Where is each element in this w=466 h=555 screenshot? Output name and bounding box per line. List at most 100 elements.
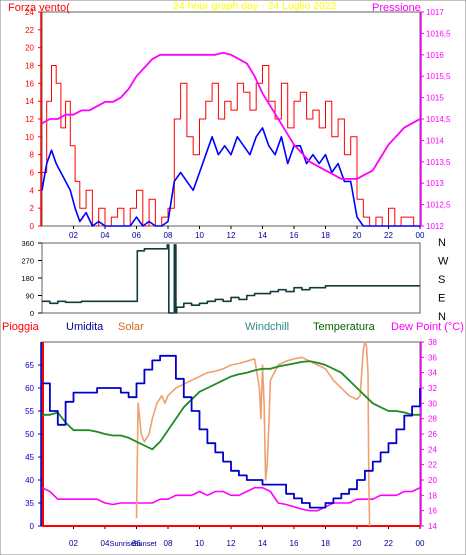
pressure-axis-tick-label: 1016,5 [426,29,451,38]
legend-dew-point: Dew Point (°C) [391,321,464,333]
temp-axis-tick-label: 20 [428,476,437,485]
wind-direction-line [42,244,420,314]
legend-rain: Pioggia [2,321,40,333]
pressure-axis-tick-label: 1014,5 [426,115,451,124]
direction-axis-tick-label: 0 [30,309,34,318]
legend: Pioggia Umidita Solar Windchill Temperat… [2,321,464,333]
time-axis-tick-label: 12 [227,539,236,548]
temp-axis-tick-label: 28 [428,415,437,424]
wind-axis-tick-label: 8 [30,151,35,160]
sunrise-label: Sunrise [109,539,134,548]
temp-humidity-plot-frame [41,341,421,527]
wind-pressure-plot-frame [41,11,421,227]
legend-temperature: Temperatura [313,321,376,333]
pressure-axis-title: Pressione [372,2,421,14]
wind-axis-tick-label: 2 [30,204,35,213]
pressure-axis-tick-label: 1015,5 [426,72,451,81]
temp-axis-tick-label: 36 [428,353,437,362]
wind-pressure-plot: 02468101214161820222410121012,510131013,… [25,8,451,240]
time-axis-tick-label: 00 [416,539,425,548]
pressure-axis-tick-label: 1013,5 [426,158,451,167]
time-axis-tick-label: 08 [164,539,173,548]
humidity-axis-tick-label: 35 [25,499,34,508]
temp-humidity-plot: 0 35 40 45 50 55 60 65 14 16 18 20 22 24 26 28 30 32 34 36 3… [25,338,437,548]
direction-axis-tick-label: 90 [26,292,34,301]
pressure-axis-tick-label: 1012 [426,222,444,231]
compass-label: S [438,274,445,286]
time-axis-tick-label: 02 [69,539,78,548]
time-axis-tick-label: 22 [384,539,393,548]
humidity-axis-tick-label: 0 [30,522,35,531]
humidity-axis-tick-label: 60 [25,384,34,393]
wind-axis-tick-label: 22 [25,26,34,35]
time-axis-tick-label: 02 [69,231,78,240]
wind-axis-tick-label: 6 [30,169,35,178]
wind-axis-tick-label: 24 [25,8,34,17]
temp-axis-tick-label: 30 [428,399,437,408]
time-axis-tick-label: 14 [258,231,267,240]
chart-title: 24 hour graph day - 24 Luglio 2022 [173,0,337,12]
time-axis-tick-label: 14 [258,539,267,548]
humidity-axis-tick-label: 50 [25,430,34,439]
wind-axis-tick-label: 14 [25,97,34,106]
legend-solar: Solar [118,321,144,333]
temp-axis-tick-label: 16 [428,507,437,516]
wind-axis-tick-label: 12 [25,115,34,124]
wind-axis-tick-label: 20 [25,44,34,53]
time-axis-tick-label: 06 [132,539,141,548]
time-axis-tick-label: 06 [132,231,141,240]
temp-axis-tick-label: 22 [428,461,437,470]
humidity-axis-tick-label: 65 [25,361,34,370]
humidity-axis-tick-label: 40 [25,476,34,485]
compass-label: W [438,256,449,268]
pressure-line [41,51,421,180]
wind-gust-line [42,65,420,227]
temp-axis-tick-label: 14 [428,522,437,531]
humidity-axis-tick-label: 55 [25,407,34,416]
wind-axis-tick-label: 18 [25,62,34,71]
pressure-axis-tick-label: 1013 [426,179,444,188]
wind-axis-tick-label: 10 [25,133,34,142]
time-axis-tick-label: 10 [195,231,204,240]
time-axis-tick-label: 08 [164,231,173,240]
pressure-axis-tick-label: 1016 [426,51,444,60]
wind-axis-title: Forza vento( [8,2,70,14]
dew-point-line [41,486,421,512]
humidity-line [42,354,421,509]
time-axis-tick-label: 04 [101,231,110,240]
time-axis-tick-label: 16 [290,539,299,548]
pressure-axis-tick-label: 1012,5 [426,201,451,210]
legend-windchill: Windchill [245,321,289,333]
legend-humidity: Umidita [66,321,104,333]
direction-axis-tick-label: 360 [21,239,34,248]
humidity-axis-tick-label: 45 [25,453,34,462]
temp-axis-tick-label: 24 [428,445,437,454]
time-axis-tick-label: 16 [290,231,299,240]
pressure-axis-tick-label: 1014 [426,136,444,145]
direction-axis-tick-label: 180 [21,274,34,283]
time-axis-tick-label: 20 [353,539,362,548]
direction-axis-tick-label: 270 [21,257,34,266]
temp-axis-tick-label: 38 [428,338,437,347]
time-axis-tick-label: 18 [321,539,330,548]
temp-axis-tick-label: 18 [428,491,437,500]
compass-label: E [438,293,445,305]
pressure-axis-tick-label: 1015 [426,94,444,103]
wind-axis-tick-label: 4 [30,186,35,195]
wind-axis-tick-label: 16 [25,79,34,88]
sunset-label: Sunset [133,539,157,548]
compass-label: N [438,237,446,249]
solar-line [135,341,371,527]
time-axis-tick-label: 20 [353,231,362,240]
temp-axis-tick-label: 34 [428,369,437,378]
compass-label: N [438,311,446,323]
time-axis-tick-label: 18 [321,231,330,240]
wind-axis-tick-label: 0 [30,222,35,231]
time-axis-tick-label: 12 [227,231,236,240]
time-axis-tick-label: 00 [416,231,425,240]
time-axis-tick-label: 22 [384,231,393,240]
temp-axis-tick-label: 26 [428,430,437,439]
